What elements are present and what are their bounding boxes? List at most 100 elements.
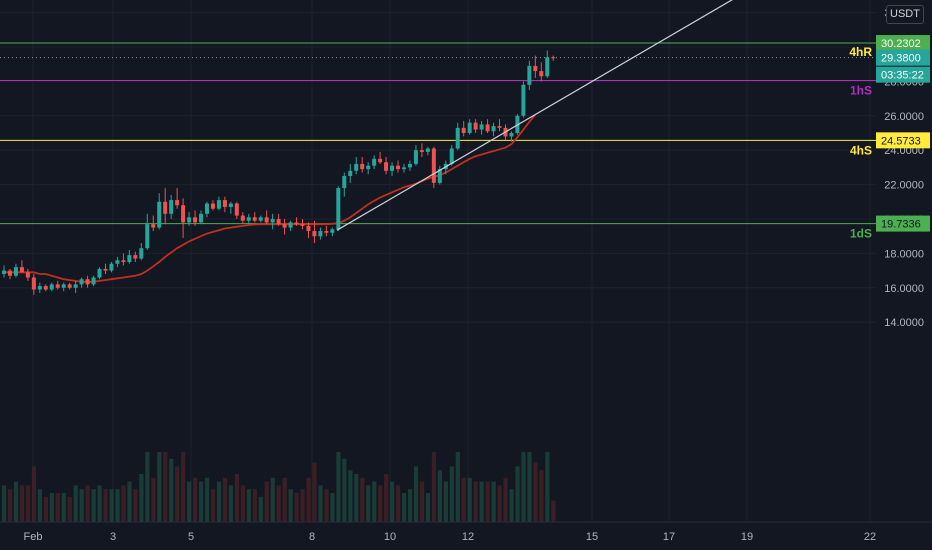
candle-body bbox=[318, 231, 323, 237]
candle-body bbox=[258, 217, 263, 221]
x-tick-label: 8 bbox=[309, 531, 315, 543]
volume-bar bbox=[545, 452, 550, 522]
volume-bar bbox=[551, 500, 556, 522]
price-axis[interactable]: 14.000016.000018.000020.000022.000024.00… bbox=[876, 0, 932, 550]
volume-bar bbox=[157, 452, 162, 522]
candle-body bbox=[127, 255, 132, 262]
volume-bar bbox=[288, 489, 293, 522]
volume-bar bbox=[163, 452, 168, 522]
volume-bar bbox=[306, 477, 311, 522]
volume-bar bbox=[79, 489, 84, 522]
candle-body bbox=[545, 57, 550, 77]
volume-bar bbox=[181, 452, 186, 522]
candle-body bbox=[539, 71, 544, 77]
volume-bar bbox=[2, 485, 7, 522]
price-tag-bg bbox=[876, 215, 930, 232]
volume-bar bbox=[13, 481, 19, 522]
candle-body bbox=[109, 263, 114, 271]
candle-body bbox=[467, 122, 472, 133]
time-axis[interactable]: Feb 3 5 8 10 12 15 17 19 22 bbox=[0, 521, 932, 543]
candle-body bbox=[342, 176, 347, 189]
volume-bar bbox=[407, 489, 413, 522]
candle-body bbox=[551, 57, 556, 59]
volume-bar bbox=[312, 462, 317, 522]
candle-body bbox=[407, 163, 412, 168]
candle-body bbox=[401, 167, 406, 170]
volume-bar bbox=[127, 481, 132, 522]
volume-bar bbox=[61, 493, 66, 522]
candle-body bbox=[264, 217, 269, 223]
currency-badge[interactable]: USDT bbox=[886, 5, 924, 24]
candle-body bbox=[378, 158, 383, 163]
volume-bar bbox=[264, 481, 269, 522]
grid-lines bbox=[0, 0, 876, 522]
volume-bar bbox=[199, 481, 204, 522]
volume-bar bbox=[360, 477, 365, 522]
volume-bar bbox=[222, 477, 228, 522]
volume-bar bbox=[443, 481, 448, 522]
price-axis-bg bbox=[876, 0, 932, 550]
volume-bar bbox=[139, 474, 144, 522]
volume-bars bbox=[2, 452, 556, 522]
volume-bar bbox=[25, 485, 31, 522]
candle-body bbox=[425, 148, 430, 152]
candle-body bbox=[73, 284, 78, 288]
x-tick-label: 10 bbox=[384, 531, 396, 543]
y-tick-label: 26.0000 bbox=[884, 111, 924, 123]
candle-body bbox=[479, 124, 484, 130]
volume-bar bbox=[169, 458, 174, 522]
volume-bar bbox=[390, 481, 395, 522]
candle-body bbox=[43, 286, 48, 290]
volume-bar bbox=[210, 489, 216, 522]
level-label: 1hS bbox=[850, 84, 872, 98]
y-tick-label: 14.0000 bbox=[884, 317, 924, 329]
candle-body bbox=[19, 267, 24, 273]
volume-bar bbox=[539, 470, 544, 522]
candle-body bbox=[330, 229, 335, 233]
candle-body bbox=[312, 231, 317, 237]
candle-body bbox=[384, 162, 389, 171]
candle-body bbox=[169, 200, 174, 214]
horizontal-levels: 4hR 1hS 4hS 1dS bbox=[0, 42, 876, 241]
volume-bar bbox=[318, 485, 323, 522]
trendline-group[interactable] bbox=[336, 0, 747, 231]
volume-bar bbox=[384, 474, 389, 522]
candle-body bbox=[282, 224, 287, 228]
candle-body bbox=[25, 272, 30, 278]
candle-body bbox=[413, 150, 418, 164]
candle-body bbox=[234, 203, 239, 216]
volume-bar bbox=[37, 489, 43, 522]
volume-bar bbox=[461, 477, 466, 522]
candle-body bbox=[49, 284, 54, 290]
candle-body bbox=[461, 127, 466, 133]
candle-body bbox=[306, 225, 311, 232]
volume-bar bbox=[73, 485, 78, 522]
volume-bar bbox=[133, 489, 138, 522]
candle-body bbox=[521, 84, 526, 116]
price-tag-text: 29.3800 bbox=[881, 53, 921, 65]
volume-bar bbox=[401, 493, 407, 522]
volume-bar bbox=[67, 496, 72, 522]
volume-bar bbox=[240, 485, 245, 522]
candle-body bbox=[163, 201, 168, 214]
volume-bar bbox=[437, 470, 443, 522]
candle-body bbox=[139, 248, 144, 259]
candle-body bbox=[2, 270, 6, 275]
candle-body bbox=[91, 277, 96, 285]
x-tick-label: 15 bbox=[586, 531, 598, 543]
candle-body bbox=[157, 201, 162, 228]
candle-body bbox=[97, 268, 102, 278]
volume-bar bbox=[43, 496, 48, 522]
candle-body bbox=[103, 268, 108, 271]
y-tick-label: 16.0000 bbox=[884, 283, 924, 295]
volume-bar bbox=[175, 466, 180, 522]
volume-bar bbox=[270, 477, 275, 522]
volume-bar bbox=[521, 452, 526, 522]
candle-body bbox=[300, 224, 305, 226]
volume-bar bbox=[151, 477, 156, 522]
x-tick-label: Feb bbox=[24, 531, 43, 543]
volume-bar bbox=[103, 489, 108, 522]
candle-body bbox=[115, 260, 120, 264]
